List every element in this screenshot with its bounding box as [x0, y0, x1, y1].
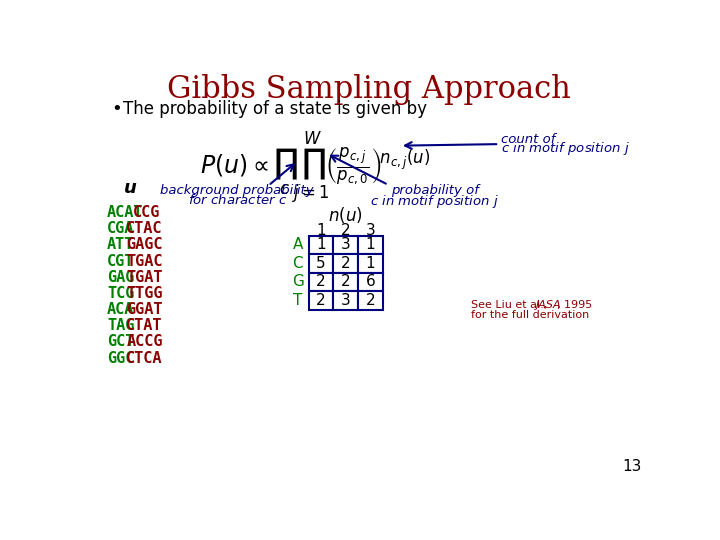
Text: TCG: TCG	[107, 286, 135, 301]
Text: for the full derivation: for the full derivation	[472, 309, 590, 320]
Text: 2: 2	[341, 256, 351, 271]
Text: 2: 2	[316, 274, 325, 289]
Text: GAG: GAG	[107, 270, 135, 285]
Text: The probability of a state is given by: The probability of a state is given by	[122, 100, 426, 118]
Text: TTGG: TTGG	[126, 286, 163, 301]
Bar	[358, 236, 383, 254]
Text: ACAT: ACAT	[107, 205, 143, 220]
Text: A: A	[292, 238, 303, 253]
Text: 3: 3	[366, 222, 375, 238]
Text: probability of: probability of	[391, 184, 479, 197]
Bar	[333, 291, 358, 309]
Text: CGT: CGT	[107, 254, 135, 268]
Text: •: •	[112, 100, 122, 118]
Bar	[358, 291, 383, 309]
Text: Gibbs Sampling Approach: Gibbs Sampling Approach	[167, 74, 571, 105]
Text: 1: 1	[366, 238, 375, 253]
Text: 2: 2	[366, 293, 375, 308]
Bar	[358, 254, 383, 273]
Text: count of: count of	[500, 133, 555, 146]
Text: $n(u)$: $n(u)$	[328, 205, 363, 225]
Text: G: G	[292, 274, 304, 289]
Text: 1: 1	[316, 222, 325, 238]
Bar	[333, 273, 358, 291]
Text: TGAT: TGAT	[126, 270, 163, 285]
Bar	[309, 254, 333, 273]
Bar	[309, 236, 333, 254]
Text: GGAT: GGAT	[126, 302, 163, 317]
Text: GGC: GGC	[107, 350, 135, 366]
Text: 5: 5	[316, 256, 325, 271]
Text: GAGC: GAGC	[126, 238, 163, 253]
Text: CTAC: CTAC	[126, 221, 163, 237]
Text: $\boldsymbol{u}$: $\boldsymbol{u}$	[123, 179, 138, 197]
Text: $P(u) \propto \prod_{c}\prod_{j=1}^{W}\!\left(\frac{p_{c,j}}{p_{c,0}}\right)^{\!: $P(u) \propto \prod_{c}\prod_{j=1}^{W}\!…	[199, 130, 430, 206]
Bar	[333, 236, 358, 254]
Text: C: C	[292, 256, 303, 271]
Text: 2: 2	[341, 274, 351, 289]
Text: 6: 6	[366, 274, 375, 289]
Text: 1: 1	[366, 256, 375, 271]
Text: T: T	[293, 293, 302, 308]
Text: See Liu et al.,: See Liu et al.,	[472, 300, 551, 309]
Text: JASA: JASA	[536, 300, 562, 309]
Text: 13: 13	[622, 460, 642, 475]
Text: TAG: TAG	[107, 318, 135, 333]
Text: $c$ in motif position $j$: $c$ in motif position $j$	[500, 140, 630, 157]
Text: 2: 2	[341, 222, 351, 238]
Text: for character $c$: for character $c$	[188, 193, 287, 207]
Text: GCT: GCT	[107, 334, 135, 349]
Text: , 1995: , 1995	[557, 300, 592, 309]
Text: 3: 3	[341, 293, 351, 308]
Bar	[309, 273, 333, 291]
Text: CCG: CCG	[132, 205, 160, 220]
Text: background probability: background probability	[161, 184, 314, 197]
Text: $c$ in motif position $j$: $c$ in motif position $j$	[370, 193, 500, 211]
Text: 2: 2	[316, 293, 325, 308]
Text: ACCG: ACCG	[126, 334, 163, 349]
Text: CTCA: CTCA	[126, 350, 163, 366]
Text: TGAC: TGAC	[126, 254, 163, 268]
Text: CTAT: CTAT	[126, 318, 163, 333]
Bar	[358, 273, 383, 291]
Text: 3: 3	[341, 238, 351, 253]
Text: CGA: CGA	[107, 221, 135, 237]
Text: 1: 1	[316, 238, 325, 253]
Text: ATT: ATT	[107, 238, 135, 253]
Text: ACA: ACA	[107, 302, 135, 317]
Bar	[309, 291, 333, 309]
Bar	[333, 254, 358, 273]
